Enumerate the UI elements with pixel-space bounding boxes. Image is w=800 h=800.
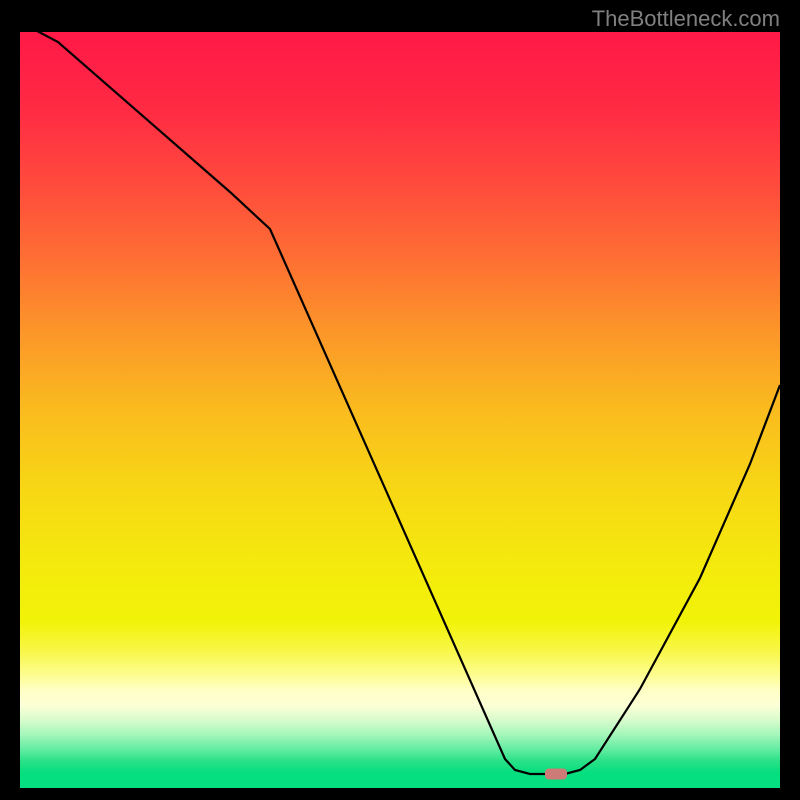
- optimal-point-marker: [545, 769, 567, 780]
- bottleneck-curve: [20, 32, 780, 788]
- watermark-text: TheBottleneck.com: [592, 6, 780, 32]
- chart-plot-area: [20, 32, 780, 788]
